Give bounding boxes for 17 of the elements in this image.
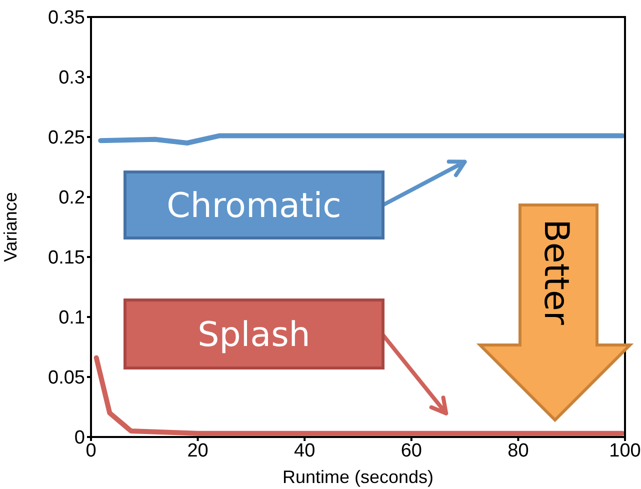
- y-tick-label: 0.35: [48, 8, 85, 29]
- x-tick-label: 100: [609, 440, 641, 462]
- y-axis-title: Variance: [0, 192, 20, 262]
- y-tick-label: 0.2: [58, 188, 85, 209]
- y-tick-label: 0.15: [48, 248, 85, 269]
- y-tick-label: 0.25: [48, 128, 85, 149]
- annotation: Better: [536, 219, 576, 325]
- x-tick-label: 80: [508, 440, 529, 462]
- x-tick-label: 40: [294, 440, 316, 462]
- text: Splash: [198, 315, 310, 355]
- y-tick-label: 0.05: [48, 368, 85, 389]
- y-tick-label: 0.1: [58, 308, 85, 329]
- y-tick-label: 0.3: [58, 68, 85, 89]
- x-tick-label: 60: [400, 440, 422, 462]
- legend-label: Chromatic: [166, 186, 342, 226]
- x-axis-title: Runtime (seconds): [282, 467, 434, 487]
- x-tick-label: 20: [187, 440, 208, 462]
